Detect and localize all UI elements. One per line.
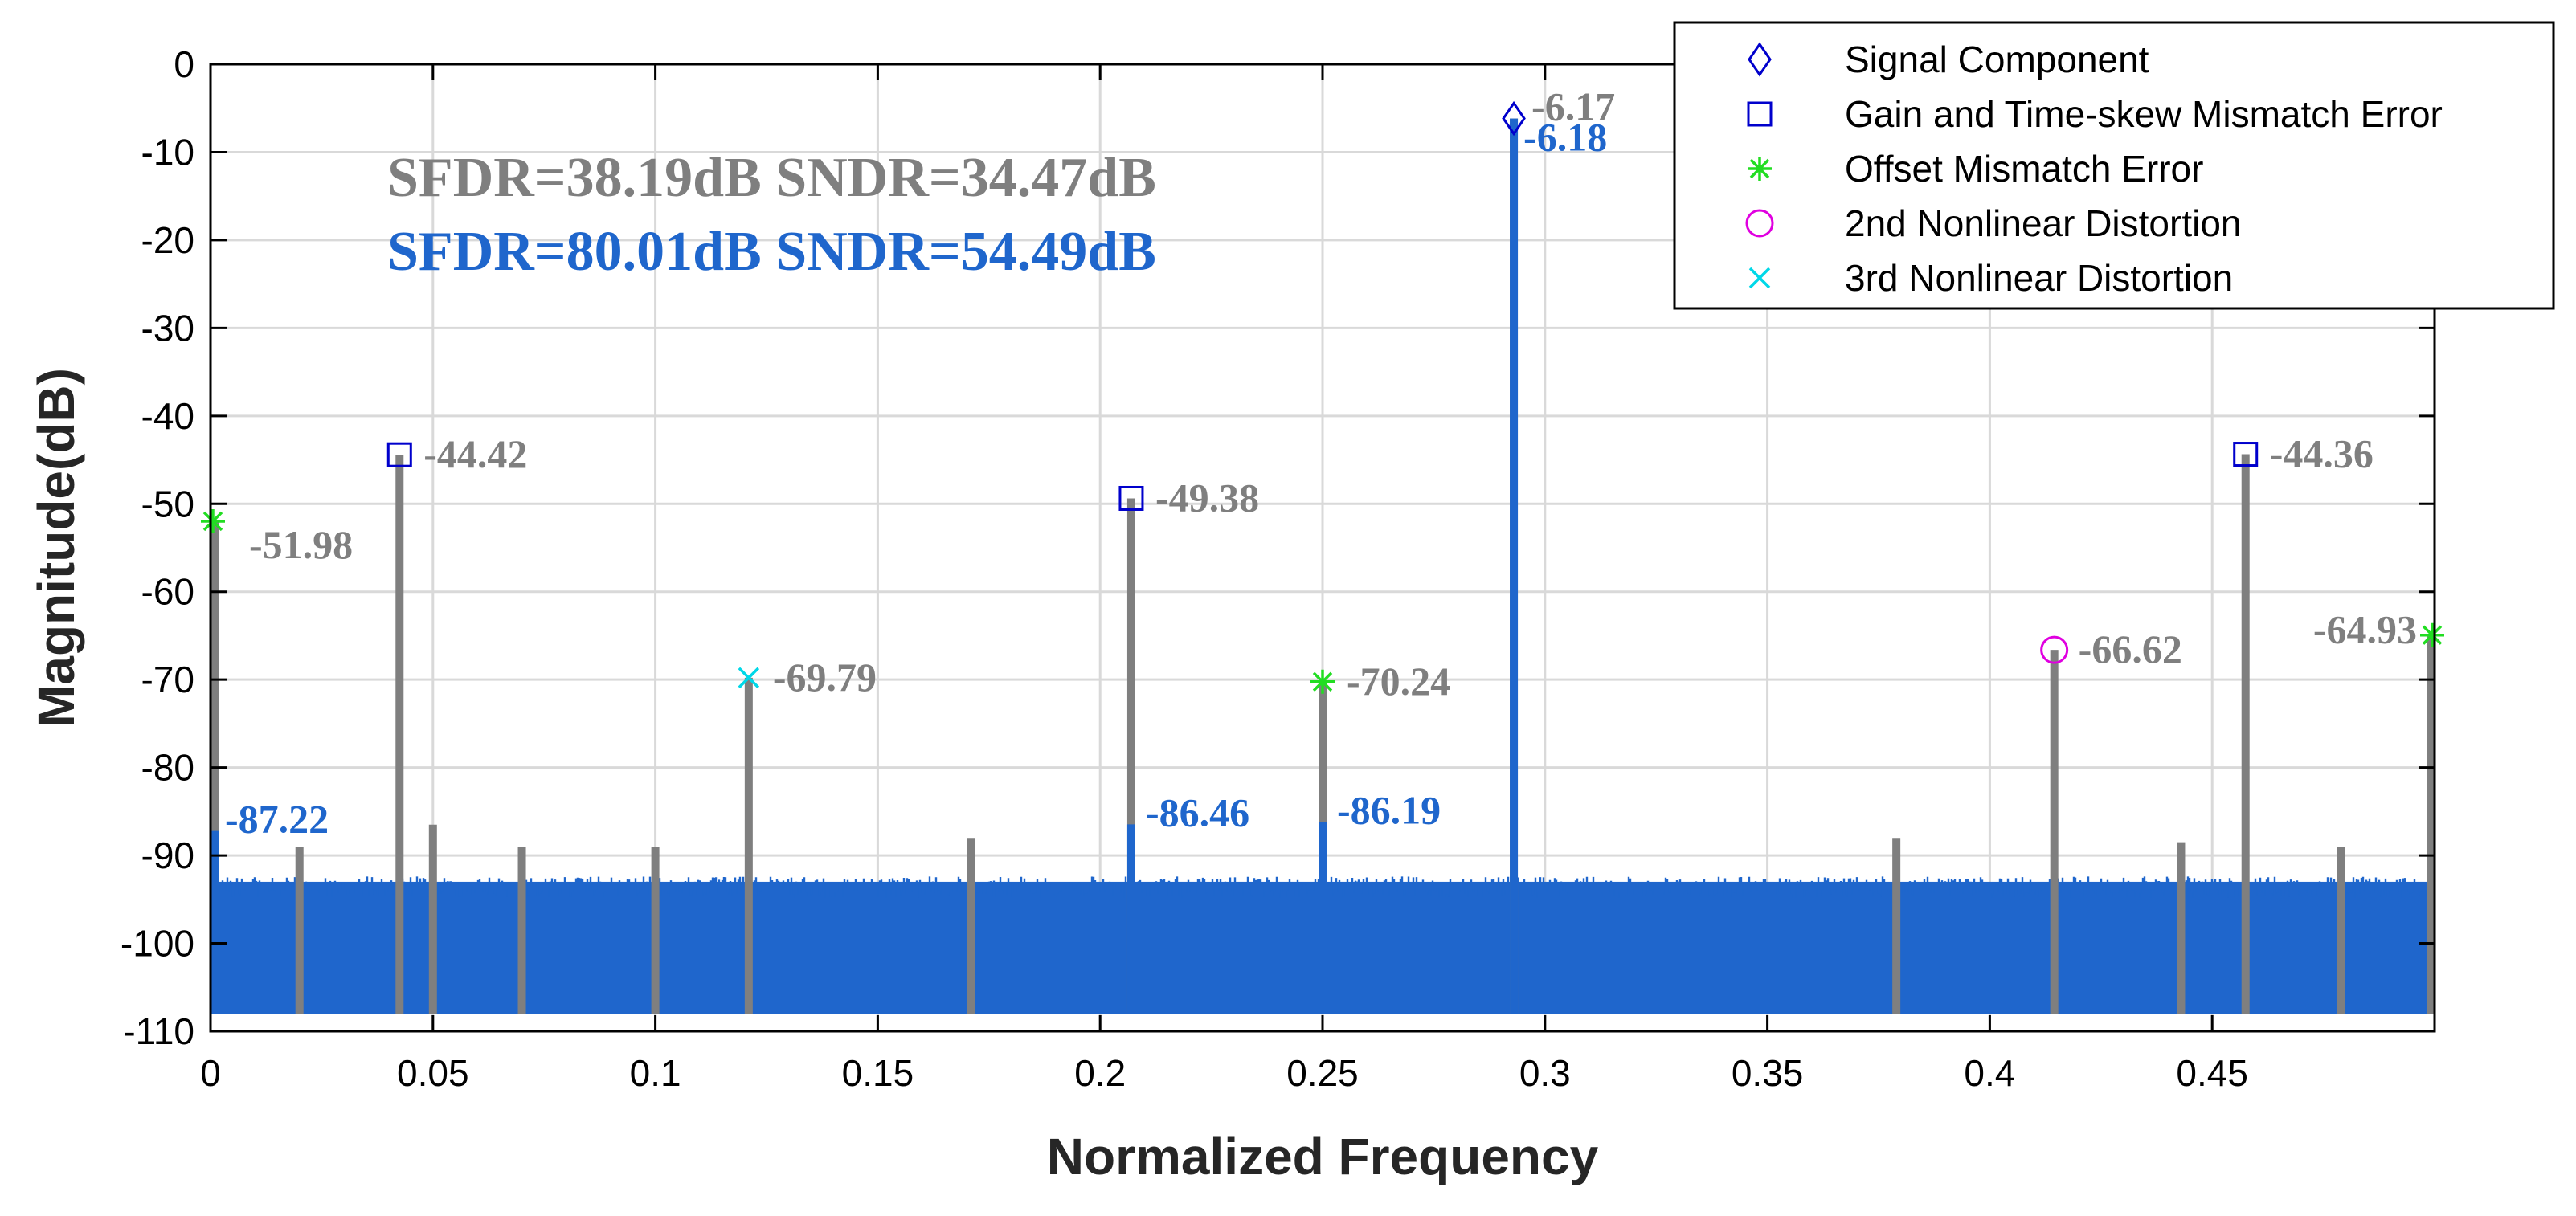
ticks: 0 0.05 0.1 0.15 0.2 0.25 0.3 0.35 0.4 0.45 0 -10 -20… — [121, 43, 2435, 1094]
x-tick-label: 0.05 — [397, 1052, 469, 1094]
y-tick-label: -20 — [141, 219, 194, 261]
legend: Signal Component Gain and Time-skew Misma… — [1673, 21, 2555, 310]
x-tick-label: 0.3 — [1519, 1052, 1571, 1094]
legend-label: 3rd Nonlinear Distortion — [1845, 257, 2233, 299]
marker-x — [738, 667, 760, 689]
annotations: -51.98 -44.42 -69.79 -49.38 -70.24 -6.17 -66.6… — [225, 84, 2417, 842]
markers — [201, 100, 2444, 694]
y-tick-label: -40 — [141, 395, 194, 437]
marker-square — [386, 442, 412, 467]
legend-item: Offset Mismatch Error — [1748, 148, 2203, 190]
x-tick-label: 0.4 — [1964, 1052, 2015, 1094]
peak-label: -44.36 — [2270, 431, 2374, 476]
peak-label: -86.19 — [1337, 787, 1441, 832]
marker-circle — [2040, 635, 2069, 664]
marker-star — [1310, 669, 1335, 694]
peak-label: -66.62 — [2079, 626, 2182, 671]
legend-label: Gain and Time-skew Mismatch Error — [1845, 93, 2443, 135]
legend-item: Gain and Time-skew Mismatch Error — [1747, 93, 2443, 135]
marker-star — [201, 508, 225, 533]
peak-label: -86.46 — [1146, 790, 1249, 834]
marker-square — [2233, 442, 2259, 467]
x-tick-label: 0.35 — [1732, 1052, 1804, 1094]
x-tick-label: 0.15 — [842, 1052, 914, 1094]
metric-before: SFDR=38.19dB SNDR=34.47dB — [387, 147, 1156, 209]
x-tick-label: 0 — [200, 1052, 221, 1094]
x-tick-label: 0.25 — [1286, 1052, 1359, 1094]
y-tick-label: -50 — [141, 483, 194, 524]
marker-square — [1118, 485, 1144, 511]
y-tick-label: -100 — [121, 923, 194, 965]
y-tick-label: -70 — [141, 659, 194, 700]
marker-circle — [1745, 209, 1774, 238]
peak-label: -44.42 — [423, 431, 527, 476]
peak-label: -87.22 — [225, 797, 329, 842]
y-tick-label: 0 — [174, 43, 194, 85]
peak-label: -49.38 — [1155, 475, 1259, 520]
peak-label: -64.93 — [2313, 607, 2417, 652]
y-tick-label: -60 — [141, 571, 194, 613]
x-tick-label: 0.45 — [2176, 1052, 2248, 1094]
legend-box — [1673, 21, 2555, 310]
legend-item: 3rd Nonlinear Distortion — [1748, 257, 2233, 299]
metric-after: SFDR=80.01dB SNDR=54.49dB — [387, 221, 1156, 283]
y-tick-label: -80 — [141, 747, 194, 789]
marker-star — [1748, 157, 1772, 181]
peak-label: -70.24 — [1347, 659, 1450, 704]
marker-square — [1747, 101, 1773, 127]
marker-x — [1748, 267, 1771, 289]
legend-item: Signal Component — [1748, 39, 2149, 80]
y-tick-label: -110 — [123, 1010, 194, 1052]
marker-star — [2420, 622, 2444, 647]
x-tick-label: 0.2 — [1074, 1052, 1126, 1094]
marker-diamond — [1502, 100, 1526, 137]
x-axis-label: Normalized Frequency — [1047, 1128, 1599, 1185]
spurs — [211, 118, 2435, 1014]
y-tick-label: -30 — [141, 307, 194, 349]
peak-label: -51.98 — [249, 522, 353, 567]
y-tick-label: -90 — [141, 834, 194, 876]
peak-label: -6.18 — [1523, 115, 1607, 160]
legend-label: Offset Mismatch Error — [1845, 148, 2203, 190]
legend-label: 2nd Nonlinear Distortion — [1845, 202, 2242, 244]
legend-item: 2nd Nonlinear Distortion — [1745, 202, 2242, 244]
y-axis-label: Magnitude(dB) — [27, 368, 85, 728]
x-tick-label: 0.1 — [630, 1052, 681, 1094]
y-tick-label: -10 — [141, 131, 194, 173]
peak-label: -69.79 — [773, 655, 877, 700]
legend-label: Signal Component — [1845, 39, 2149, 80]
peak-label: -6.17 — [1531, 84, 1615, 129]
marker-diamond — [1748, 42, 1772, 77]
